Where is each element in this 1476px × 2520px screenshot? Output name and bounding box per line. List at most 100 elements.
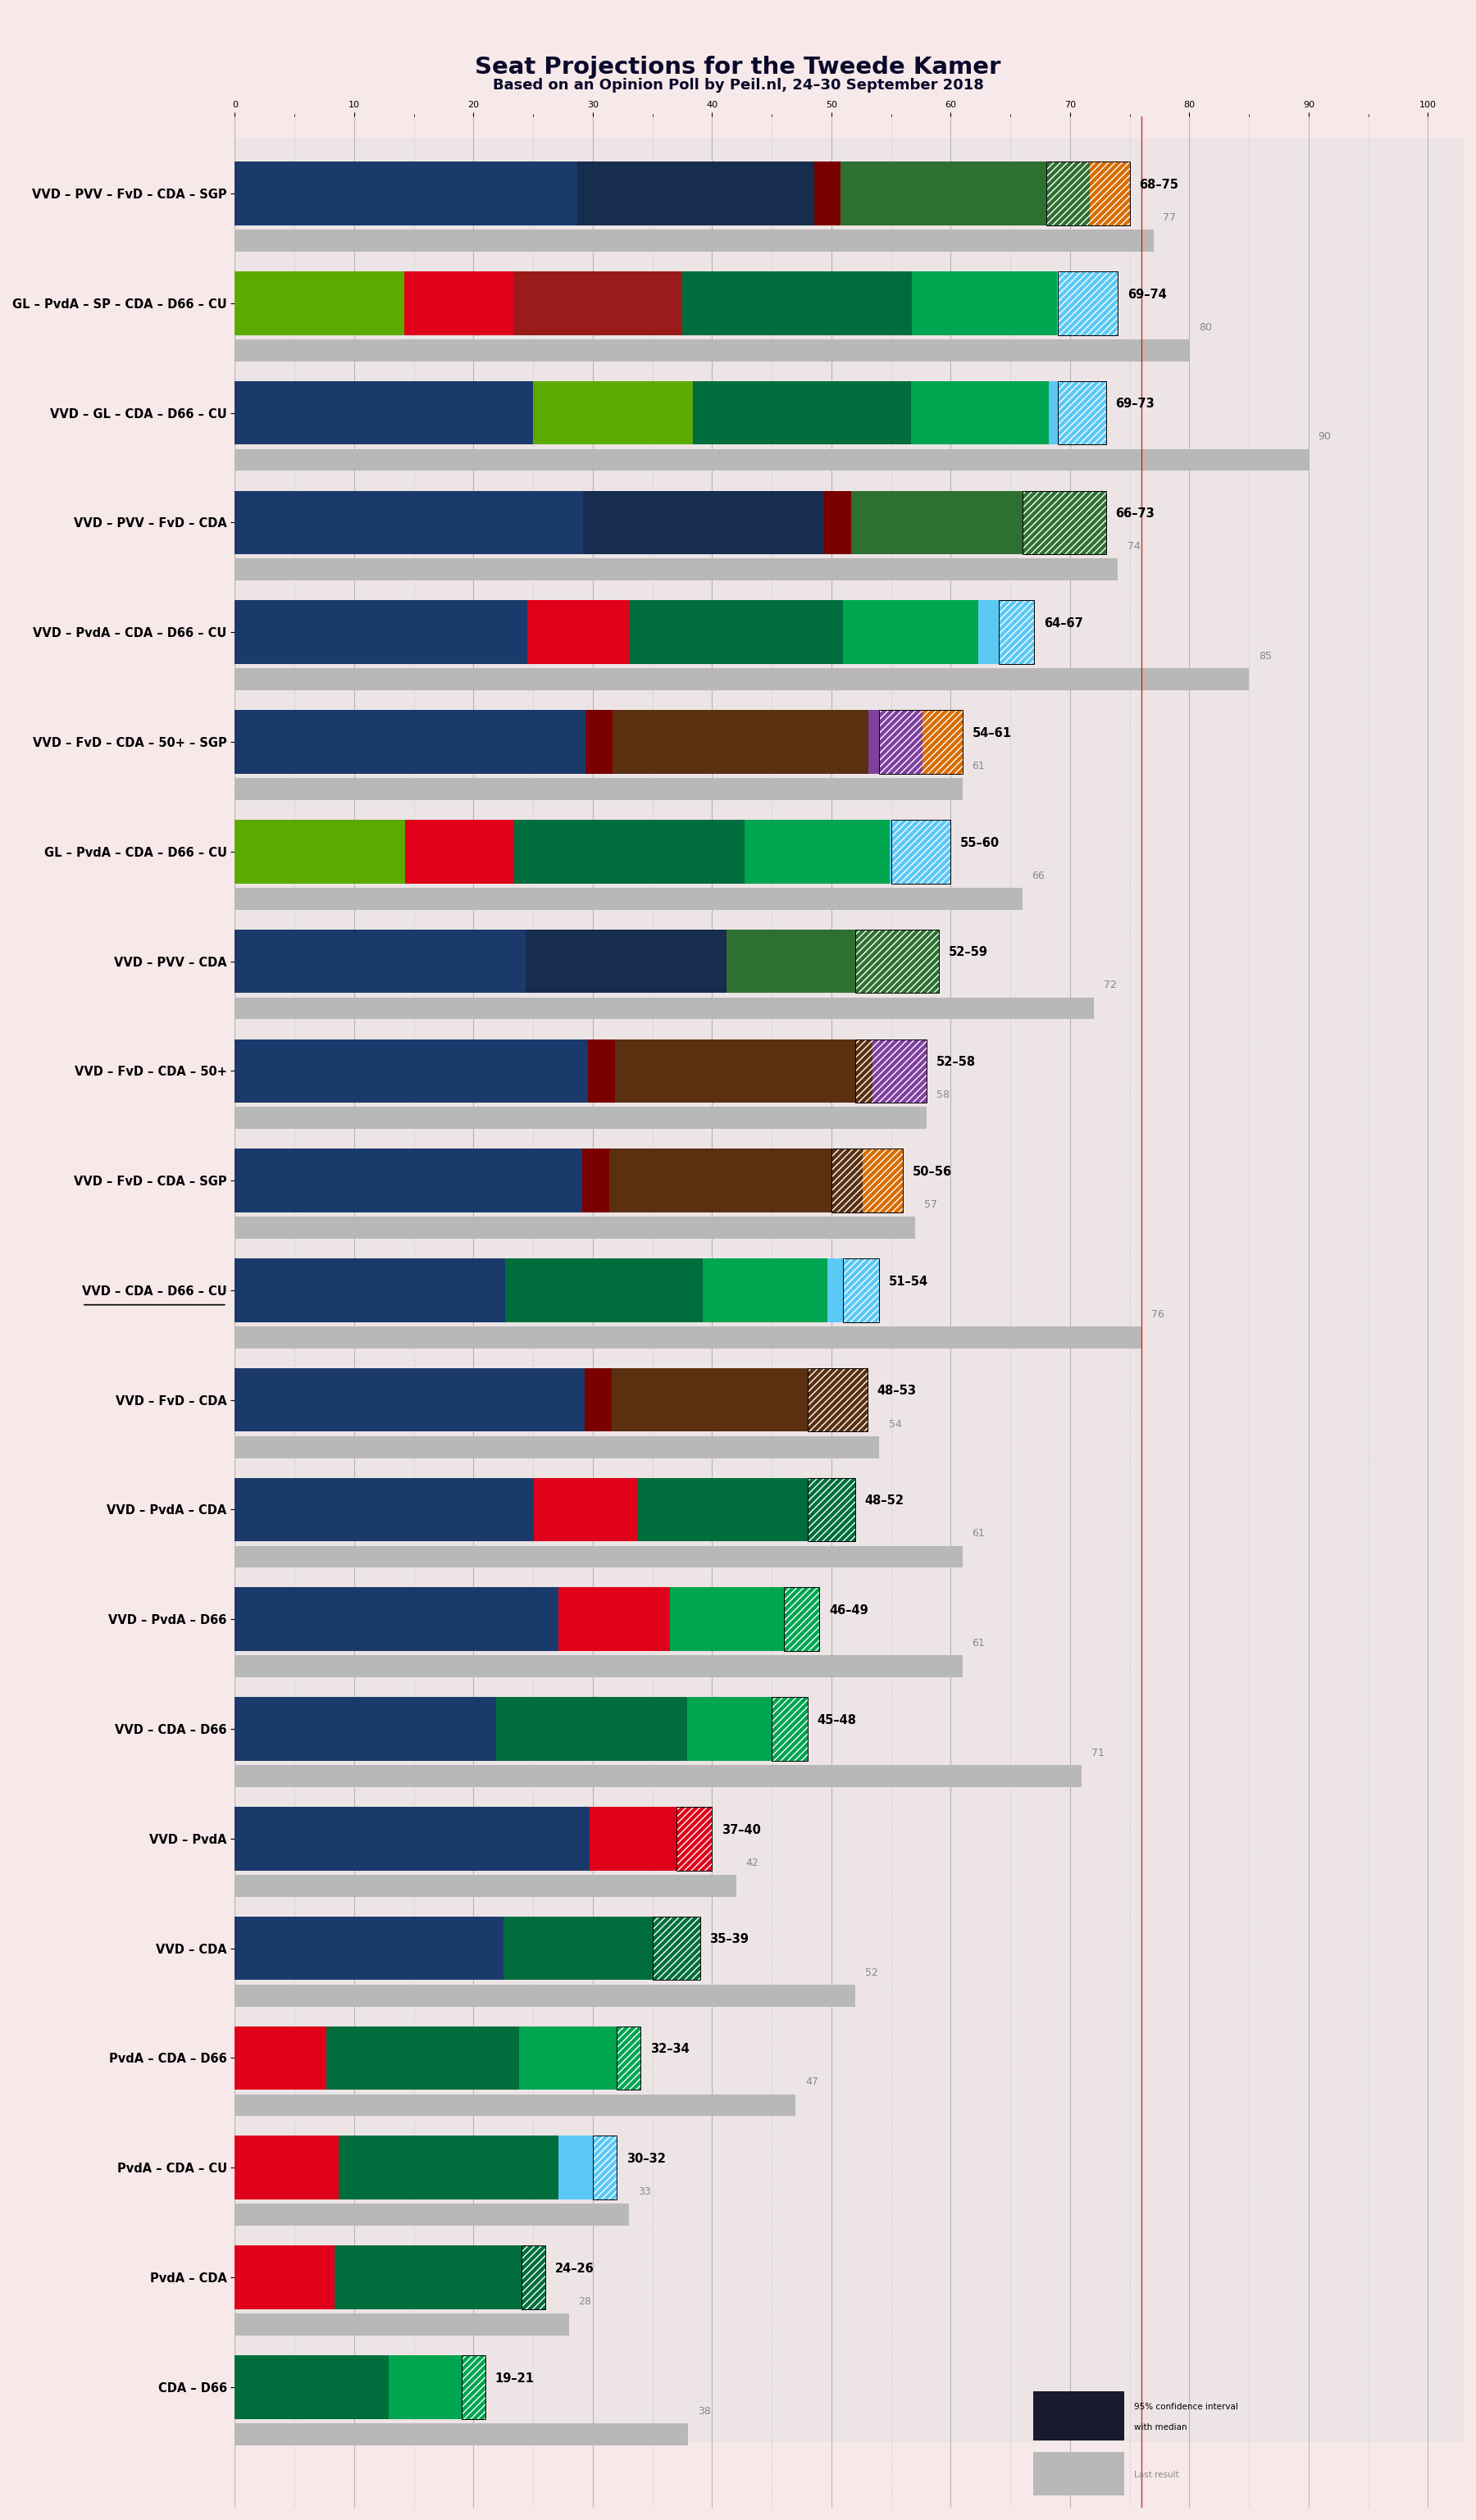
Text: 76: 76 [1151,1308,1165,1320]
Bar [235,1673,1464,1784]
Text: 69–74: 69–74 [1128,287,1166,300]
Bar [514,272,682,335]
Bar [1033,2391,1125,2442]
Text: 77: 77 [1163,212,1176,222]
Bar [521,2245,545,2308]
Bar [235,600,527,663]
Bar [911,381,1048,444]
Bar [676,1807,711,1870]
Text: 61: 61 [973,1530,984,1540]
Bar [235,2137,339,2200]
Text: 32–34: 32–34 [649,2044,689,2056]
Bar [235,249,1464,358]
Text: 64–67: 64–67 [1044,617,1083,630]
Bar [559,2137,617,2200]
Bar [235,272,404,335]
Bar [235,229,1154,252]
Bar [843,1257,880,1323]
Bar [998,600,1035,663]
Bar [1023,491,1106,554]
Bar [577,161,813,224]
Bar [235,1326,1141,1348]
Bar [235,1545,962,1567]
Bar [1058,272,1117,335]
Text: 55–60: 55–60 [961,837,999,849]
Text: 30–32: 30–32 [626,2152,666,2165]
Bar [235,1477,534,1542]
Bar [521,2245,545,2308]
Bar [404,819,514,885]
Bar [584,1368,611,1431]
Bar [235,1257,505,1323]
Text: 66–73: 66–73 [1116,507,1154,519]
Bar [235,1436,880,1459]
Bar [998,600,1035,663]
Bar [587,1038,615,1104]
Text: 48–52: 48–52 [865,1494,905,1507]
Bar [638,1477,855,1542]
Bar [610,1149,863,1212]
Text: 54: 54 [889,1419,902,1429]
Bar [235,559,1117,580]
Bar [784,1588,819,1651]
Text: 52–58: 52–58 [936,1056,976,1068]
Text: 50–56: 50–56 [912,1167,952,1177]
Bar [505,1257,703,1323]
Bar [235,1875,737,1898]
Text: 71: 71 [1091,1749,1104,1759]
Text: 61: 61 [973,1638,984,1648]
Bar [694,381,911,444]
Text: 28: 28 [579,2296,592,2306]
Bar [235,1696,496,1761]
Bar [235,1235,1464,1346]
Text: Based on an Opinion Poll by Peil.nl, 24–30 September 2018: Based on an Opinion Poll by Peil.nl, 24–… [493,78,983,93]
Text: 51–54: 51–54 [889,1275,928,1288]
Bar [593,2137,617,2200]
Bar [235,1918,503,1981]
Bar [912,272,1057,335]
Bar [1058,381,1106,444]
Text: 95% confidence interval: 95% confidence interval [1134,2402,1238,2412]
Text: 69–73: 69–73 [1116,398,1154,411]
Bar [1033,2452,1125,2495]
Text: 54–61: 54–61 [973,726,1011,738]
Bar [1091,161,1129,224]
Bar [235,139,1464,249]
Bar [235,998,1094,1018]
Bar [880,711,962,774]
Bar [593,2137,617,2200]
Text: 38: 38 [698,2407,711,2417]
Bar [496,1696,686,1761]
Text: 68–75: 68–75 [1139,179,1178,192]
Bar [772,1696,807,1761]
Text: 61: 61 [973,761,984,771]
Bar [235,1038,587,1104]
Bar [235,2424,688,2444]
Bar [335,2245,545,2308]
Bar [235,1986,855,2006]
Bar [534,1477,638,1542]
Text: 90: 90 [1318,431,1331,444]
Bar [235,469,1464,577]
Bar [807,1368,868,1431]
Text: 37–40: 37–40 [722,1824,762,1837]
Text: 42: 42 [745,1857,759,1867]
Bar [235,1588,558,1651]
Text: 52–59: 52–59 [948,948,987,958]
Bar [235,2331,1464,2442]
Bar [527,600,629,663]
Bar [872,1038,927,1104]
Bar [235,1565,1464,1673]
Bar [1057,272,1117,335]
Bar [583,491,825,554]
Bar [235,2313,568,2336]
Bar [807,1477,855,1542]
Bar [235,1106,927,1129]
Bar [617,2026,641,2089]
Bar [686,1696,807,1761]
Bar [825,491,852,554]
Bar [855,930,939,993]
Text: 35–39: 35–39 [710,1933,748,1945]
Bar [533,381,694,444]
Bar [235,796,1464,907]
